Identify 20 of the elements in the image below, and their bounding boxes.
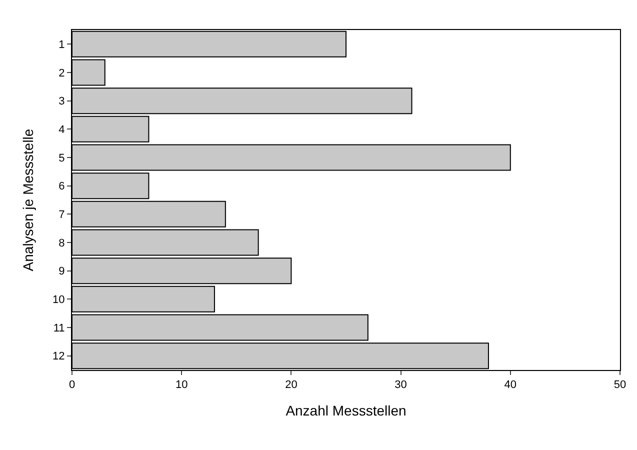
- y-tick-label: 2: [58, 67, 65, 80]
- y-tick-label: 10: [52, 294, 65, 306]
- x-tick-label: 50: [614, 379, 626, 392]
- x-tick-label: 20: [285, 379, 298, 392]
- y-tick-label: 4: [58, 124, 65, 136]
- x-tick-label: 40: [504, 379, 517, 392]
- y-tick-label: 6: [58, 180, 65, 193]
- y-tick-label: 7: [58, 209, 65, 222]
- x-tick-label: 30: [394, 379, 407, 392]
- y-tick-label: 3: [58, 96, 65, 108]
- y-tick-label: 5: [58, 152, 65, 164]
- y-tick-label: 12: [52, 350, 65, 363]
- x-axis-title: Anzahl Messstellen: [286, 402, 406, 418]
- x-tick-label: 10: [175, 379, 188, 392]
- y-axis-title: Analysen je Messstelle: [20, 128, 36, 272]
- y-tick-label: 8: [58, 237, 65, 250]
- y-tick-label: 9: [58, 266, 65, 278]
- x-tick-label: 0: [68, 379, 76, 392]
- y-tick-label: 11: [53, 322, 65, 334]
- y-tick-label: 1: [58, 39, 65, 52]
